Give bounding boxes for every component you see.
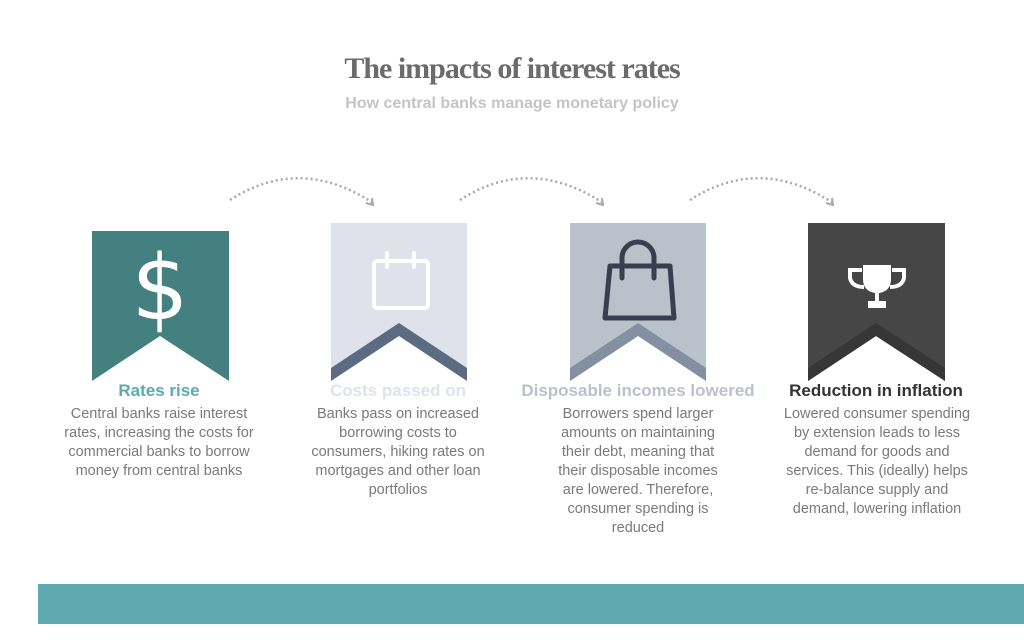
banner-costs-passed-on [331,223,467,381]
arrow-3 [689,177,834,205]
arrow-2 [459,177,604,205]
banner-rates-rise: $ [92,231,229,381]
calendar-icon [372,251,430,310]
step-heading-4: Reduction in inflation [789,381,963,400]
banner-disposable-incomes [570,223,706,381]
step-heading-3: Disposable incomes lowered [521,381,755,400]
step-text-2: Banks pass on increased borrowing costs … [311,406,485,498]
trophy-icon [848,265,906,308]
banner-reduction-inflation [808,223,945,381]
step-text-3: Borrowers spend larger amounts on mainta… [558,406,718,536]
footer-bar [38,584,1024,624]
arrow-1 [229,177,374,205]
dollar-icon: $ [131,236,188,341]
step-text-4: Lowered consumer spending by extension l… [783,406,971,517]
step-heading-1: Rates rise [118,381,200,400]
step-heading-2: Costs passed on [329,381,467,400]
page-subtitle: How central banks manage monetary policy [345,95,679,112]
page-title: The impacts of interest rates [344,52,680,85]
shopping-bag-icon [602,239,677,321]
step-text-1: Central banks raise interest rates, incr… [64,406,254,479]
